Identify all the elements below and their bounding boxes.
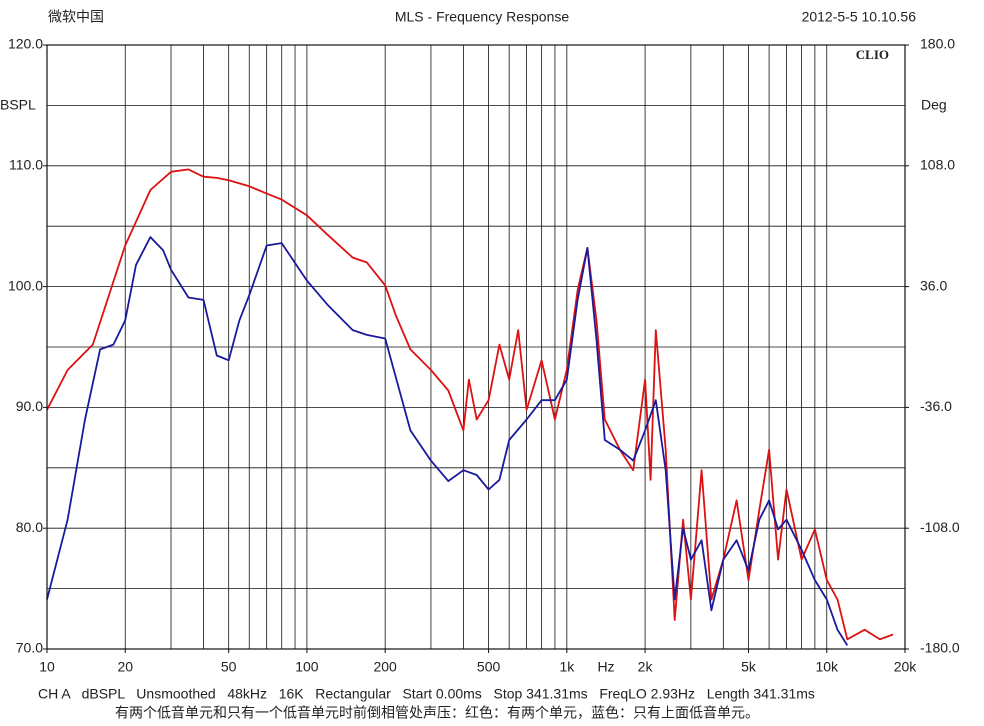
- brand-box: [850, 47, 896, 65]
- x-axis-label: Hz: [597, 659, 614, 675]
- header-right: 2012-5-5 10.10.56: [802, 9, 917, 25]
- y2-tick-label: 36.0: [920, 277, 947, 293]
- chart-title: MLS - Frequency Response: [395, 9, 570, 25]
- x-tick-label: 20: [117, 659, 133, 675]
- y2-axis-label: Deg: [921, 97, 947, 113]
- x-tick-label: 50: [221, 659, 237, 675]
- y2-tick-label: -108.0: [920, 519, 960, 535]
- x-tick-label: 100: [295, 659, 319, 675]
- x-tick-label: 500: [477, 659, 501, 675]
- y2-tick-label: -36.0: [920, 398, 952, 414]
- x-tick-label: 20k: [894, 659, 918, 675]
- y-axis-label: BSPL: [0, 97, 36, 113]
- y-tick-label: 120.0: [8, 36, 43, 52]
- plot: [46, 168, 894, 646]
- y-tick-label: 110.0: [9, 157, 43, 173]
- footer: CH A dBSPL Unsmoothed 48kHz 16K Rectangu…: [38, 686, 815, 702]
- y2-tick-label: 180.0: [920, 36, 955, 52]
- caption: 有两个低音单元和只有一个低音单元时前倒相管处声压：红色：有两个单元，蓝色：只有上…: [115, 705, 759, 721]
- x-tick-label: 10k: [815, 659, 839, 675]
- series-line: [46, 168, 894, 641]
- plot-frame: [46, 44, 906, 650]
- header-left: 微软中国: [48, 9, 104, 25]
- y2-tick-label: -180.0: [920, 640, 960, 656]
- series-line: [46, 236, 849, 646]
- y-tick-label: 90.0: [16, 398, 43, 414]
- y-tick-label: 80.0: [16, 519, 43, 535]
- y-tick-label: 100.0: [8, 277, 43, 293]
- x-tick-label: 5k: [741, 659, 757, 675]
- x-tick-label: 200: [373, 659, 397, 675]
- grid: [43, 44, 909, 653]
- x-tick-label: 2k: [638, 659, 654, 675]
- y2-tick-label: 108.0: [920, 157, 955, 173]
- x-tick-label: 10: [39, 659, 55, 675]
- x-tick-label: 1k: [559, 659, 575, 675]
- y-tick-label: 70.0: [16, 640, 43, 656]
- brand: CLIO: [856, 47, 889, 62]
